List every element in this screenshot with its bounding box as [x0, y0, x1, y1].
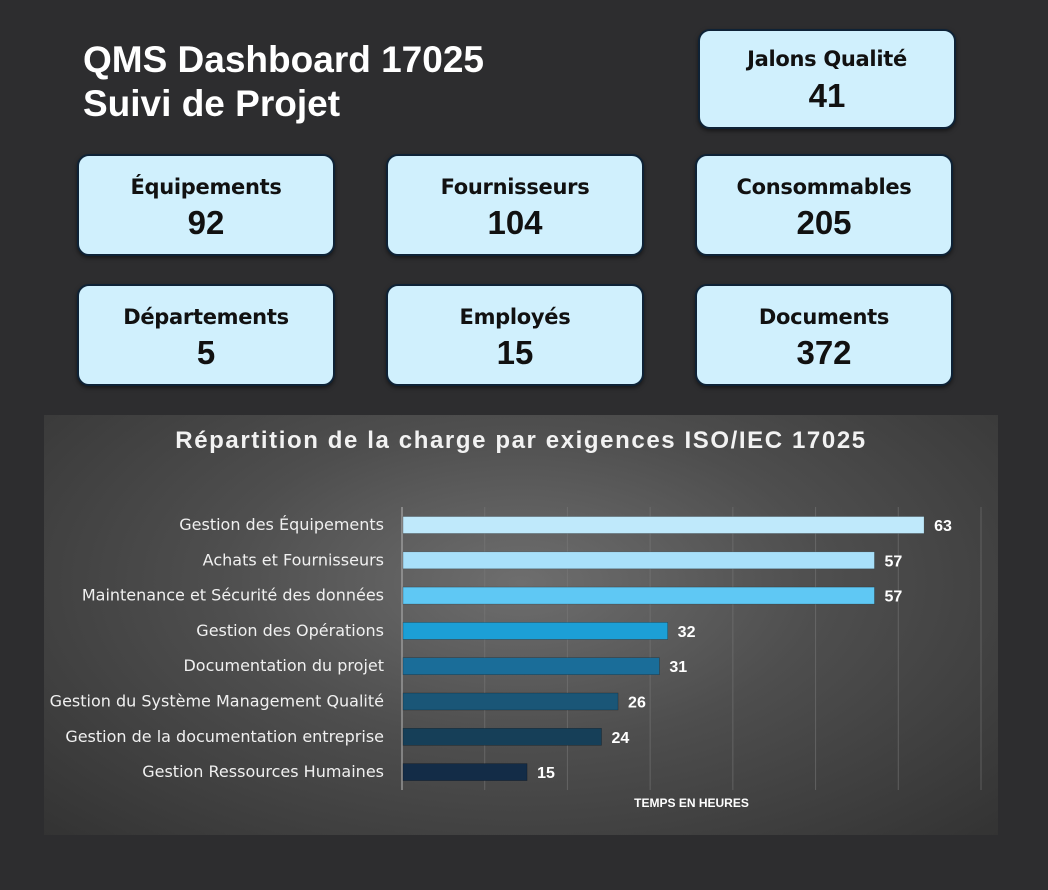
card-label: Consommables	[736, 175, 912, 199]
bar	[402, 516, 925, 534]
category-label: Gestion Ressources Humaines	[142, 762, 384, 781]
card-consommables: Consommables 205	[695, 154, 953, 256]
card-value: 41	[808, 77, 846, 114]
data-label: 26	[628, 695, 646, 712]
card-label: Documents	[758, 305, 890, 329]
data-label: 63	[934, 518, 952, 535]
x-axis-title: TEMPS EN HEURES	[634, 796, 749, 810]
bar	[402, 727, 602, 746]
card-label: Fournisseurs	[440, 175, 590, 199]
data-label: 32	[678, 624, 696, 641]
card-value: 104	[487, 204, 543, 241]
card-departements: Départements 5	[77, 284, 335, 386]
title-line-1: QMS Dashboard 17025	[83, 39, 484, 80]
category-label: Documentation du projet	[183, 656, 384, 675]
bar	[402, 586, 875, 605]
bar	[402, 763, 528, 781]
card-label: Départements	[123, 305, 289, 329]
card-employes: Employés 15	[386, 284, 644, 386]
card-value: 92	[187, 204, 225, 241]
card-label: Jalons Qualité	[747, 47, 907, 71]
chart-panel: Répartition de la charge par exigences I…	[44, 415, 998, 835]
category-label: Achats et Fournisseurs	[203, 550, 384, 569]
card-label: Équipements	[130, 175, 282, 199]
card-jalons-qualite: Jalons Qualité 41	[698, 29, 956, 129]
card-value: 15	[496, 334, 534, 371]
data-label: 57	[884, 553, 902, 570]
data-label: 24	[612, 730, 630, 747]
bar	[402, 692, 619, 711]
category-label: Gestion des Opérations	[196, 621, 384, 640]
bar	[402, 551, 875, 570]
bar-chart: Gestion des Équipements 63 Achats et Fourn…	[50, 507, 982, 810]
category-label: Maintenance et Sécurité des données	[82, 586, 384, 605]
card-label: Employés	[459, 305, 571, 329]
chart-title: Répartition de la charge par exigences I…	[175, 427, 867, 454]
data-label: 31	[669, 659, 687, 676]
card-value: 372	[796, 334, 852, 371]
category-label: Gestion du Système Management Qualité	[50, 692, 384, 711]
category-label: Gestion des Équipements	[179, 515, 384, 534]
bar	[402, 657, 660, 675]
card-fournisseurs: Fournisseurs 104	[386, 154, 644, 256]
title-line-2: Suivi de Projet	[83, 83, 341, 124]
dashboard-title: QMS Dashboard 17025 Suivi de Projet	[83, 38, 484, 126]
card-value: 205	[796, 204, 852, 241]
data-label: 57	[884, 589, 902, 606]
card-equipements: Équipements 92	[77, 154, 335, 256]
bar	[402, 622, 668, 640]
card-documents: Documents 372	[695, 284, 953, 386]
card-value: 5	[196, 334, 216, 371]
category-label: Gestion de la documentation entreprise	[65, 727, 384, 746]
data-label: 15	[537, 765, 555, 782]
